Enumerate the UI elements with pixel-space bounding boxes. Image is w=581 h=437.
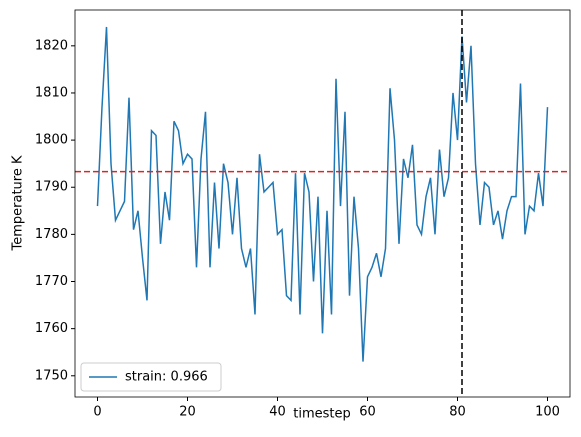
- axes-frame: [74, 9, 571, 398]
- y-tick-label: 1750: [35, 368, 68, 383]
- x-tick-label: 20: [179, 405, 196, 420]
- x-tick-label: 40: [269, 405, 286, 420]
- y-tick-label: 1820: [35, 38, 68, 53]
- legend-label: strain: 0.966: [125, 370, 208, 385]
- x-axis-label: timestep: [293, 407, 351, 422]
- y-axis-label: Temperature K: [11, 155, 26, 251]
- y-tick-label: 1760: [35, 321, 68, 336]
- legend-box: [80, 362, 222, 392]
- x-tick-label: 100: [535, 405, 560, 420]
- x-tick-label: 80: [449, 405, 466, 420]
- y-tick-label: 1810: [35, 85, 68, 100]
- data-line: [96, 26, 549, 362]
- x-tick-label: 60: [359, 405, 376, 420]
- y-tick-label: 1770: [35, 274, 68, 289]
- x-tick-label: 0: [93, 405, 101, 420]
- y-tick-label: 1800: [35, 133, 68, 148]
- y-tick-label: 1790: [35, 180, 68, 195]
- y-tick-label: 1780: [35, 227, 68, 242]
